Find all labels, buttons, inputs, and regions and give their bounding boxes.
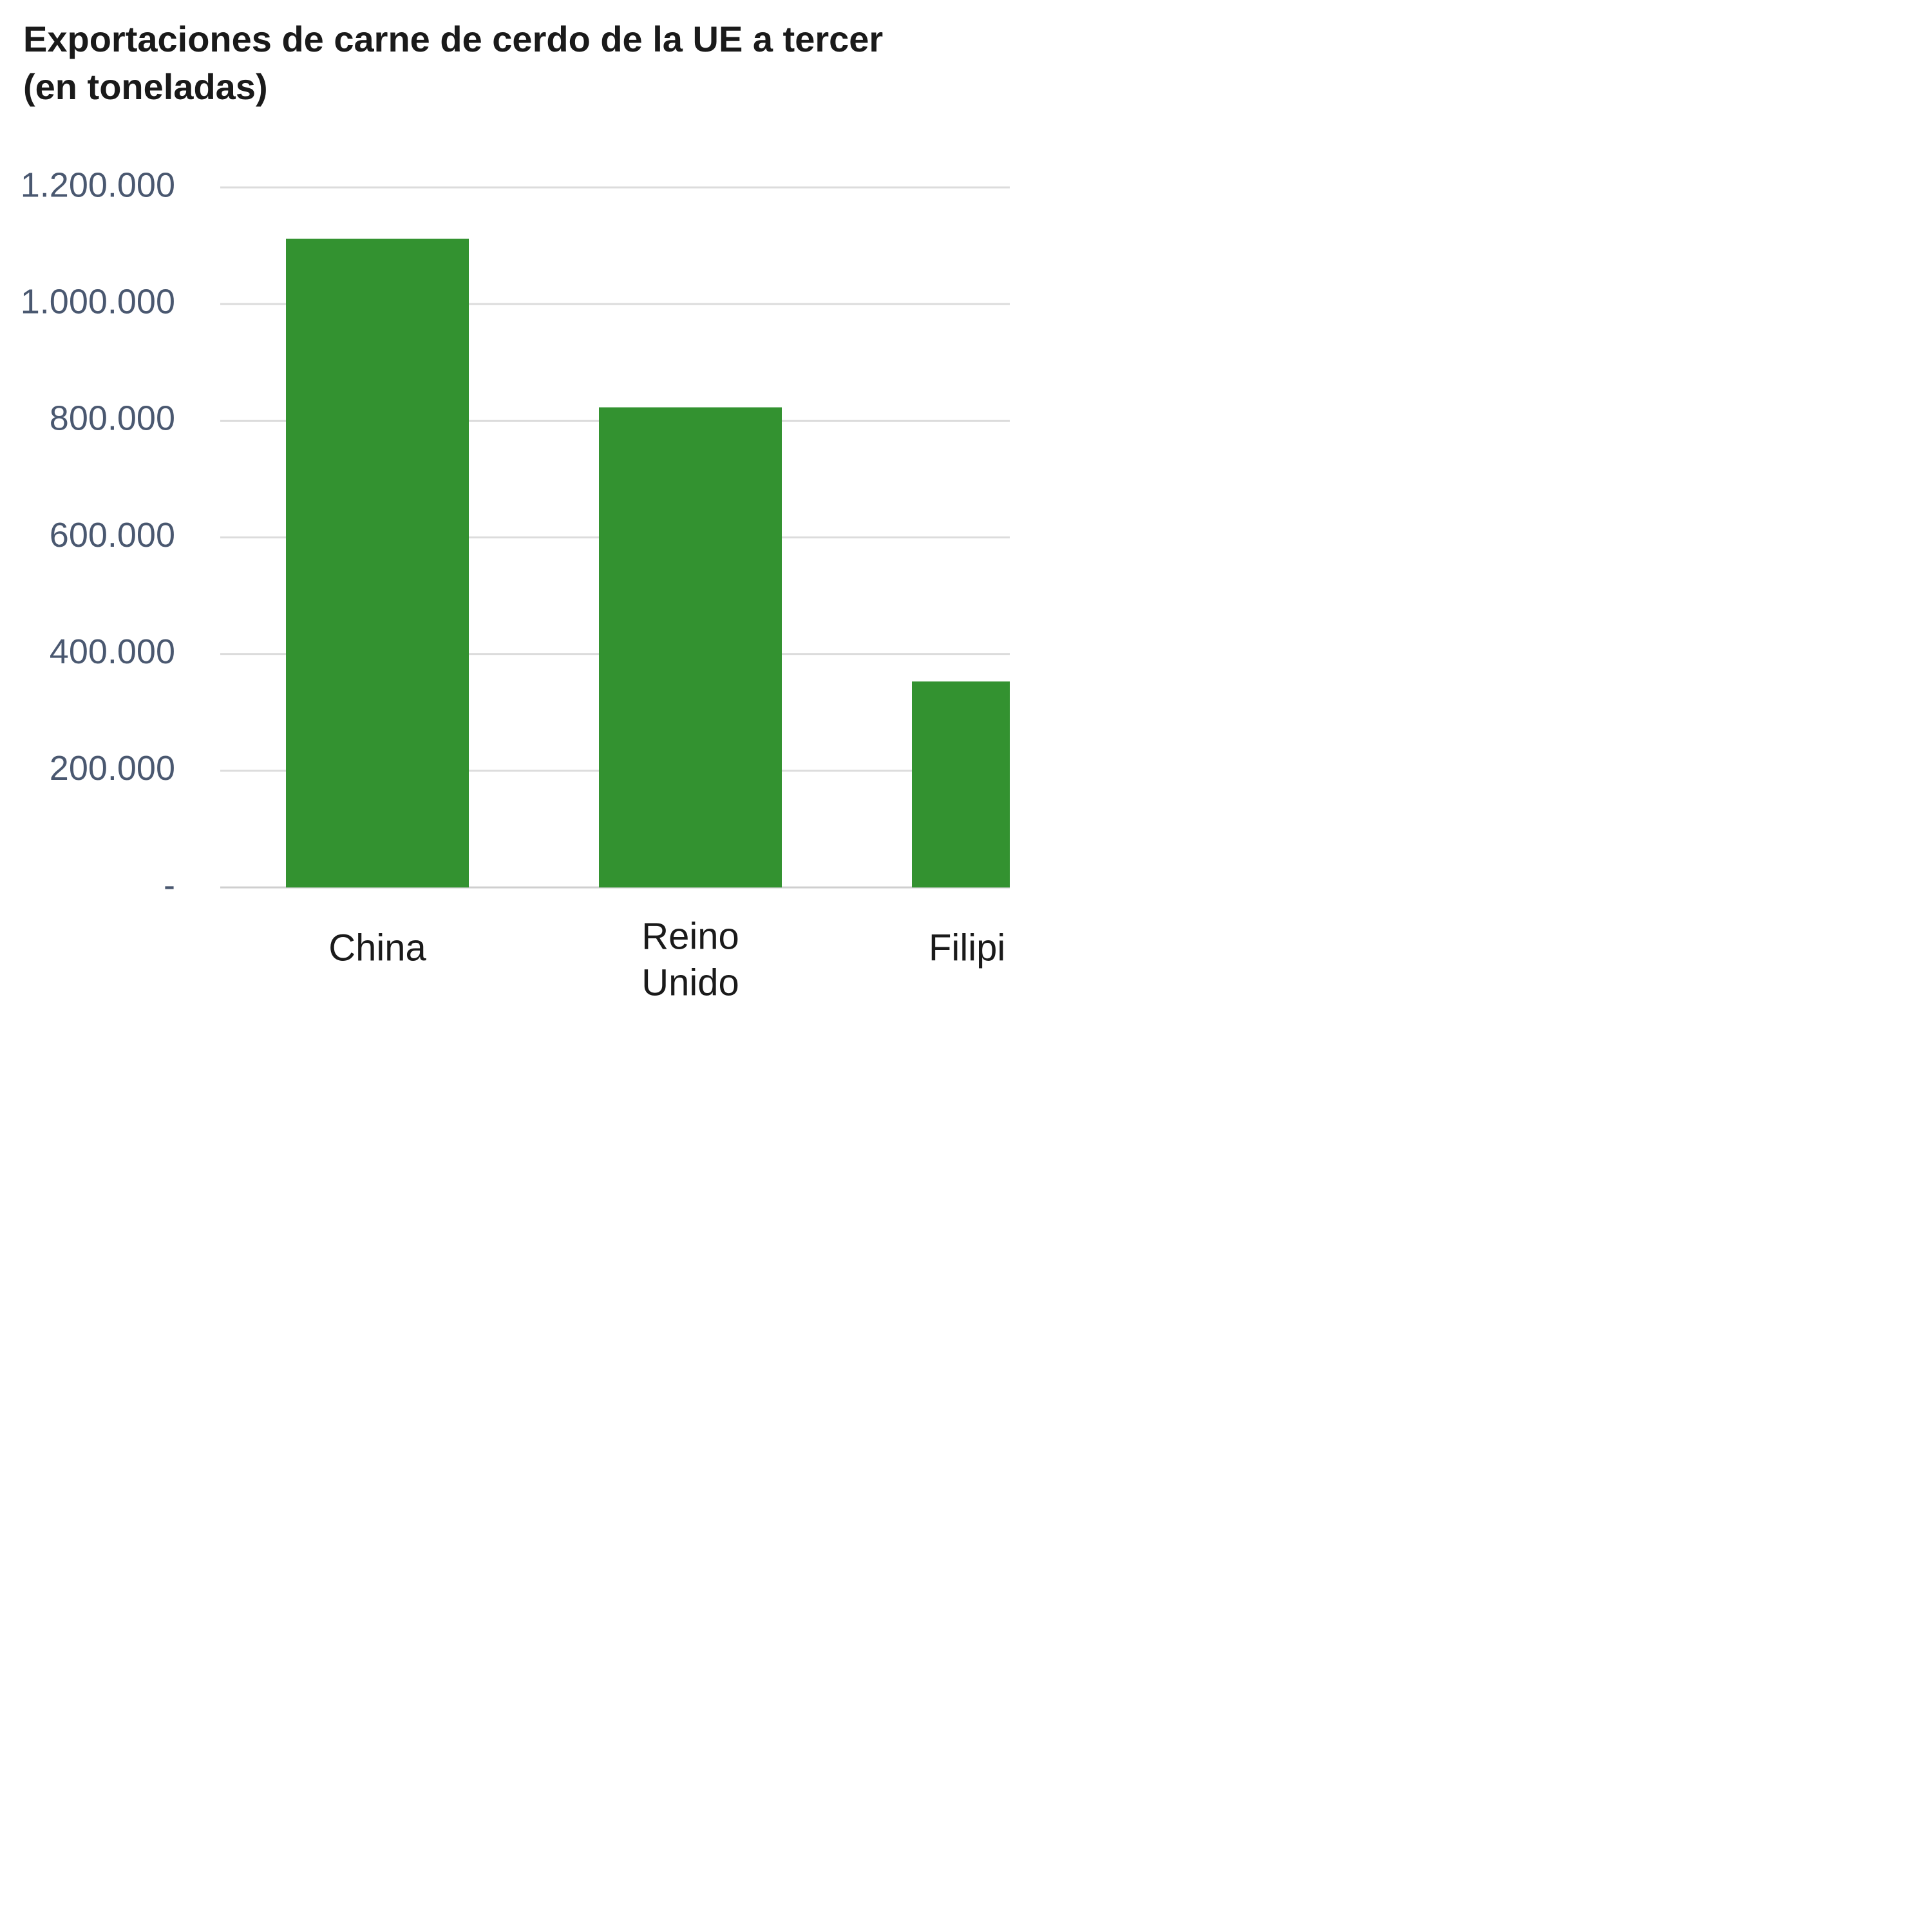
y-tick-label: 400.000	[50, 632, 175, 671]
y-tick-label: 800.000	[50, 399, 175, 438]
y-axis-ticks: - 200.000 400.000 600.000 800.000 1.000.000 1.…	[21, 166, 175, 904]
x-tick-label: Filipi	[929, 927, 1005, 969]
bars	[286, 238, 1010, 887]
y-tick-label: 1.000.000	[21, 282, 175, 321]
y-tick-label: -	[164, 866, 175, 904]
chart-title-line-1: Exportaciones de carne de cerdo de la UE…	[23, 19, 884, 59]
x-tick-label: Reino	[641, 915, 739, 957]
bar	[912, 681, 1010, 887]
y-tick-label: 600.000	[50, 516, 175, 554]
x-tick-label: China	[328, 927, 426, 969]
y-tick-label: 200.000	[50, 749, 175, 788]
bar	[286, 238, 469, 887]
bar	[599, 407, 782, 887]
chart-title: Exportaciones de carne de cerdo de la UE…	[23, 15, 1010, 111]
y-tick-label: 1.200.000	[21, 166, 175, 204]
x-tick-label: Unido	[641, 961, 739, 1003]
bar-chart: - 200.000 400.000 600.000 800.000 1.000.000 1.…	[21, 166, 1010, 1003]
chart-title-line-2: (en toneladas)	[23, 66, 268, 107]
